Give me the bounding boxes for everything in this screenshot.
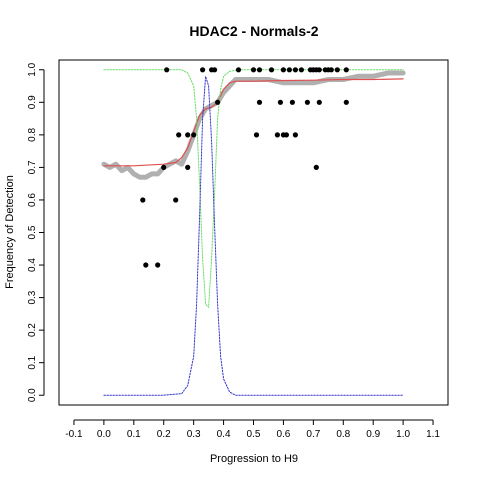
data-point <box>313 164 319 170</box>
x-tick-label: 1.0 <box>396 429 410 440</box>
data-point <box>164 67 170 73</box>
data-point <box>212 67 218 73</box>
x-tick-label: 0.9 <box>366 429 380 440</box>
y-tick-label: 1.0 <box>27 62 38 76</box>
axes-layer: -0.1 0.0 0.1 0.2 0.3 0.4 0.5 0.6 0.7 0.8 0.9 1.0 1.1… <box>27 62 440 440</box>
x-tick-label: 0.6 <box>276 429 290 440</box>
data-point <box>235 67 242 73</box>
data-point <box>292 132 298 138</box>
x-tick-label: 0.0 <box>97 429 111 440</box>
data-point <box>191 132 197 138</box>
plot-frame <box>58 59 449 406</box>
y-axis-label: Frequency of Detection <box>4 175 16 289</box>
x-tick-label: 0.2 <box>157 429 171 440</box>
fitted-curve-line <box>103 78 404 167</box>
green-dotted-curve <box>103 69 404 308</box>
y-tick-label: 0.1 <box>27 355 38 369</box>
data-point <box>328 67 334 73</box>
data-point <box>316 67 322 73</box>
data-point <box>274 132 280 138</box>
data-point <box>215 99 221 105</box>
data-point <box>283 132 289 138</box>
y-tick-label: 0.7 <box>27 160 38 174</box>
data-point <box>298 67 304 73</box>
points-layer <box>140 67 349 268</box>
data-point <box>140 197 146 203</box>
data-point <box>268 67 275 73</box>
data-point <box>155 262 161 268</box>
series-layer <box>101 69 406 396</box>
x-axis-label: Progression to H9 <box>210 453 298 465</box>
data-point <box>256 99 263 105</box>
data-point <box>292 67 298 73</box>
data-point <box>143 262 149 268</box>
x-tick-label: 0.4 <box>217 429 231 440</box>
y-tick-label: 0.0 <box>27 388 38 402</box>
y-tick-label: 0.6 <box>27 193 38 207</box>
data-point <box>343 67 349 73</box>
x-tick-label: 0.1 <box>127 429 141 440</box>
x-tick-label: 0.7 <box>306 429 320 440</box>
y-tick-label: 0.5 <box>27 225 38 239</box>
data-point <box>316 99 322 105</box>
data-point <box>185 164 191 170</box>
x-tick-label: 0.8 <box>336 429 350 440</box>
chart-title: HDAC2 - Normals-2 <box>189 23 318 39</box>
y-tick-label: 0.9 <box>27 95 38 109</box>
x-tick-label: 0.3 <box>187 429 201 440</box>
blue-dotted-curve <box>103 75 404 396</box>
x-tick-label: 1.1 <box>426 429 440 440</box>
data-point <box>161 164 167 170</box>
data-point <box>176 132 182 138</box>
data-point <box>200 67 206 73</box>
data-point <box>256 67 263 73</box>
data-point <box>173 197 179 203</box>
data-point <box>250 67 257 73</box>
data-point <box>185 132 191 138</box>
data-point <box>304 99 310 105</box>
y-tick-label: 0.8 <box>27 128 38 142</box>
data-point <box>289 99 295 105</box>
smoothed-frequency-line <box>101 70 406 180</box>
data-point <box>334 67 340 73</box>
data-point <box>280 67 286 73</box>
y-tick-label: 0.3 <box>27 290 38 304</box>
x-tick-label: -0.1 <box>65 429 83 440</box>
y-tick-label: 0.4 <box>27 258 38 272</box>
data-point <box>277 99 283 105</box>
x-tick-label: 0.5 <box>247 429 261 440</box>
data-point <box>343 99 349 105</box>
data-point <box>286 67 292 73</box>
data-point <box>253 132 260 138</box>
y-tick-label: 0.2 <box>27 323 38 337</box>
